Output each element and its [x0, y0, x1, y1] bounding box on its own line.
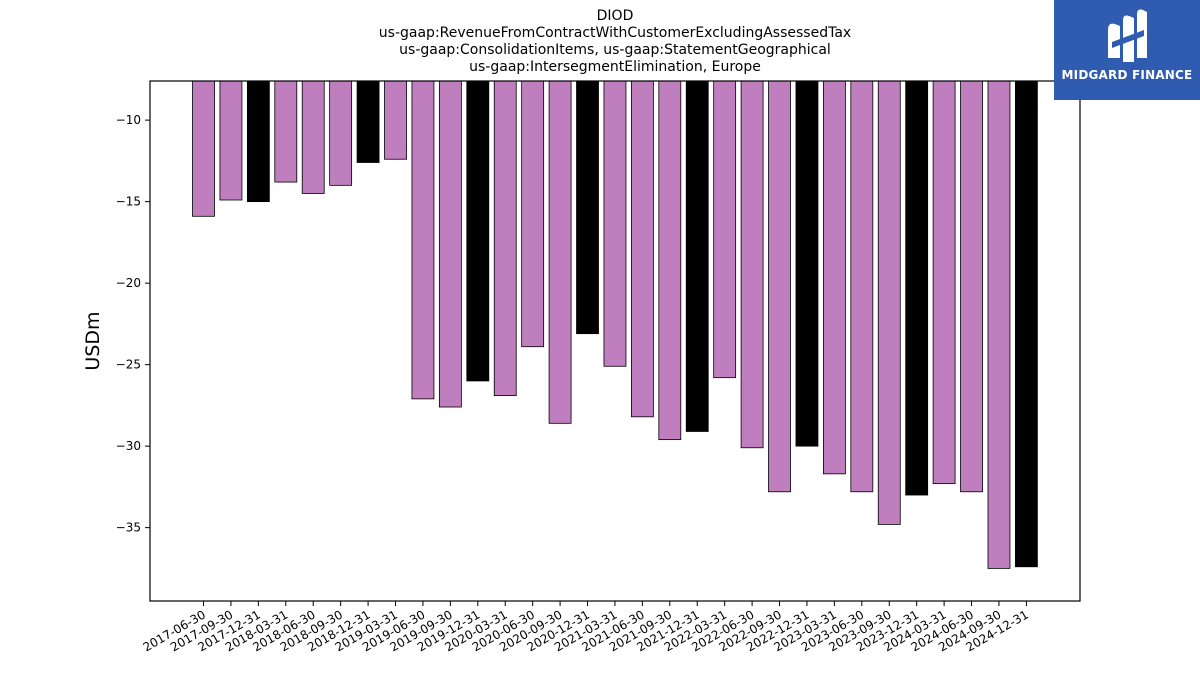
- y-tick-label: −25: [116, 358, 141, 372]
- x-axis: 2017-06-302017-09-302017-12-312018-03-31…: [141, 601, 1031, 654]
- bar-2020-09-30: [548, 80, 572, 424]
- chart-title-line-1: DIOD: [597, 8, 634, 24]
- y-axis: −10 −15 −20 −25 −30 −35: [116, 113, 150, 535]
- bar-2024-03-31: [932, 80, 956, 485]
- midgard-finance-logo: MIDGARD FINANCE: [1054, 0, 1200, 100]
- bar-2022-12-31: [795, 80, 819, 447]
- bar-2023-12-31: [905, 80, 929, 496]
- bar-2024-09-30: [987, 80, 1011, 569]
- bar-2021-06-30: [630, 80, 654, 418]
- bar-2018-06-30: [301, 80, 325, 194]
- bar-2017-09-30: [219, 80, 243, 201]
- bar-2019-03-31: [384, 80, 407, 160]
- chart-title-line-2: us-gaap:RevenueFromContractWithCustomerE…: [379, 25, 851, 41]
- bar-2022-03-31: [713, 80, 737, 379]
- bar-2018-03-31: [274, 80, 298, 183]
- y-tick-label: −30: [116, 439, 141, 453]
- bar-2021-12-31: [685, 80, 709, 432]
- bar-2017-12-31: [246, 80, 270, 203]
- bar-2018-09-30: [329, 80, 353, 186]
- bar-2021-09-30: [658, 80, 682, 441]
- bar-2020-03-31: [493, 80, 517, 397]
- bar-2024-12-31: [1015, 80, 1038, 568]
- chart-title: DIODus-gaap:RevenueFromContractWithCusto…: [379, 8, 851, 75]
- bar-2017-06-30: [192, 80, 215, 217]
- bar-2020-06-30: [521, 80, 545, 348]
- bar-2019-06-30: [411, 80, 435, 400]
- chart-title-line-4: us-gaap:IntersegmentElimination, Europe: [469, 59, 761, 75]
- bar-2024-06-30: [960, 80, 983, 493]
- bar-2019-12-31: [466, 80, 490, 382]
- bar-2022-09-30: [768, 80, 791, 493]
- bar-2023-06-30: [850, 80, 874, 493]
- bars-group: [192, 80, 1038, 569]
- y-tick-label: −20: [116, 276, 141, 290]
- y-tick-label: −35: [116, 521, 141, 535]
- bar-2022-06-30: [740, 80, 764, 449]
- chart-title-line-3: us-gaap:ConsolidationItems, us-gaap:Stat…: [399, 42, 831, 58]
- logo-text: MIDGARD FINANCE: [1061, 68, 1193, 82]
- bar-2020-12-31: [576, 80, 599, 335]
- y-tick-label: −15: [116, 195, 141, 209]
- bar-2023-03-31: [822, 80, 846, 475]
- y-axis-label: USDm: [82, 311, 104, 370]
- bar-2018-12-31: [356, 80, 380, 163]
- y-tick-label: −10: [116, 113, 141, 127]
- bar-2021-03-31: [603, 80, 627, 367]
- bar-2023-09-30: [877, 80, 901, 525]
- midgard-logo-icon: [1108, 9, 1147, 62]
- bar-2019-09-30: [438, 80, 462, 408]
